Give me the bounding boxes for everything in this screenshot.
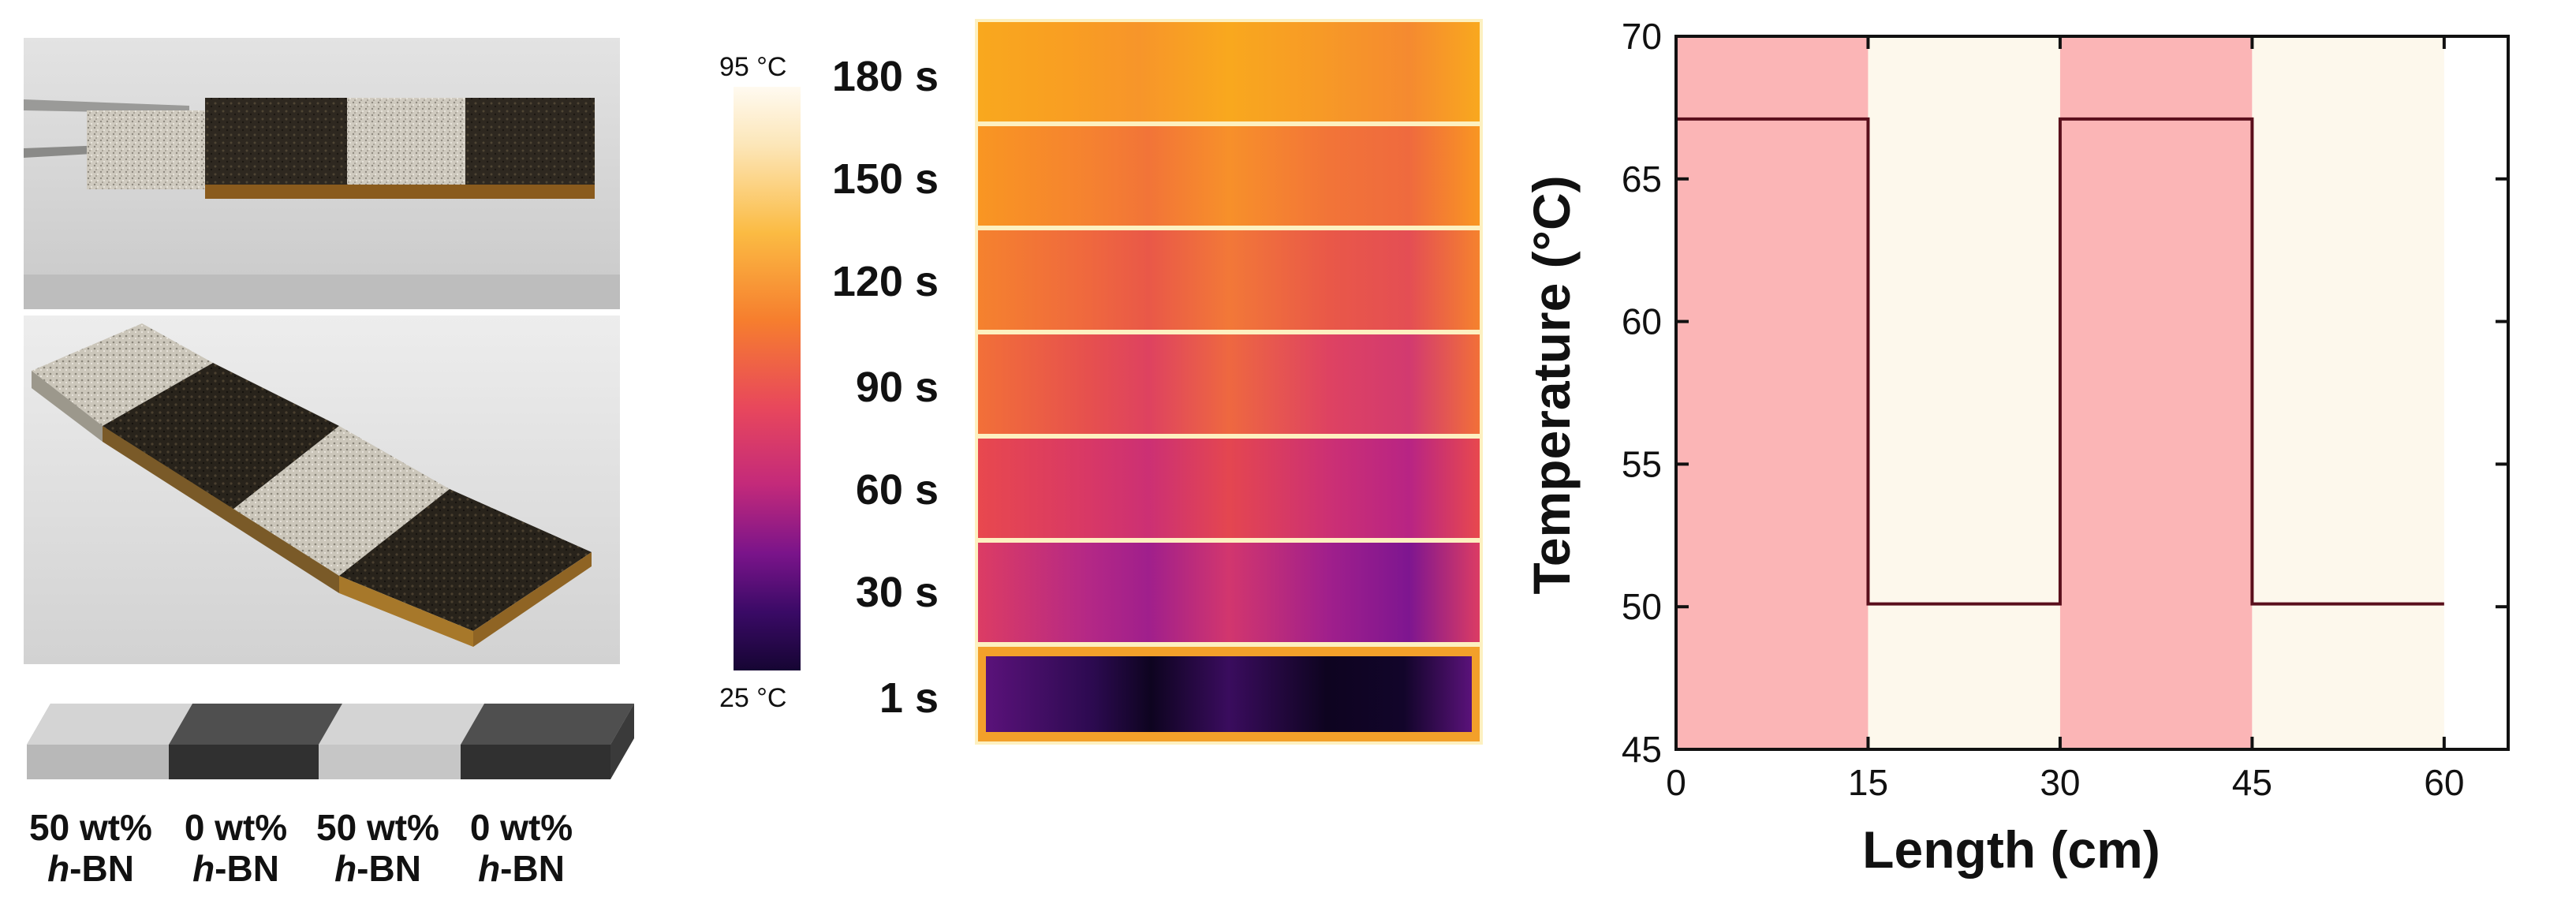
x-tick-label: 30 [2040,762,2080,803]
thermal-frame-150s [978,126,1480,226]
thermal-frame-180s [978,22,1480,121]
time-label-1s: 1 s [879,674,939,722]
y-tick-label: 65 [1622,159,1662,200]
thermal-frame-90s [978,334,1480,434]
y-tick-label: 45 [1622,729,1662,770]
region-band-3 [2059,36,2253,749]
sample-photo-side [24,38,620,309]
y-tick-label: 70 [1622,16,1662,57]
temperature-profile-chart: 0 15 30 45 60 45 50 55 60 65 70 Length (cm) Tempe… [1522,16,2510,879]
x-tick-label: 60 [2424,762,2464,803]
y-axis-label: Temperature (°C) [1522,175,1581,594]
y-tick-label: 55 [1622,443,1662,484]
region-band-1 [1676,36,1869,749]
sample-label-1: 50 wt% h-BN [29,807,152,889]
time-label-150s: 150 s [831,155,939,203]
x-tick-label: 45 [2232,762,2272,803]
sample-photo-angled [24,316,620,664]
sample-schematic [27,704,634,779]
temperature-series-line [1676,117,2444,606]
x-tick-label: 15 [1848,762,1888,803]
region-band-4 [2252,36,2444,749]
thermal-frame-60s [978,439,1480,538]
y-tick-label: 60 [1622,301,1662,342]
time-label-180s: 180 s [831,53,939,100]
thermal-frame-120s [978,230,1480,330]
time-label-30s: 30 s [855,569,939,616]
sample-label-3: 50 wt% h-BN [316,807,439,889]
x-tick-label: 0 [1666,762,1686,803]
thermal-frame-1s [978,647,1480,741]
thermal-image-stack [975,19,1483,745]
colorbar [734,87,801,670]
region-band-2 [1868,36,2060,749]
sample-label-4: 0 wt% h-BN [469,807,573,889]
thermal-frame-30s [978,543,1480,642]
plot-frame [1674,35,2510,751]
time-label-120s: 120 s [831,258,939,305]
sample-label-2: 0 wt% h-BN [184,807,288,889]
time-label-90s: 90 s [855,364,939,411]
time-label-60s: 60 s [855,466,939,514]
y-tick-label: 50 [1622,586,1662,627]
colorbar-max-label: 95 °C [719,52,787,82]
x-axis-label: Length (cm) [1862,820,2160,879]
colorbar-min-label: 25 °C [719,683,787,713]
